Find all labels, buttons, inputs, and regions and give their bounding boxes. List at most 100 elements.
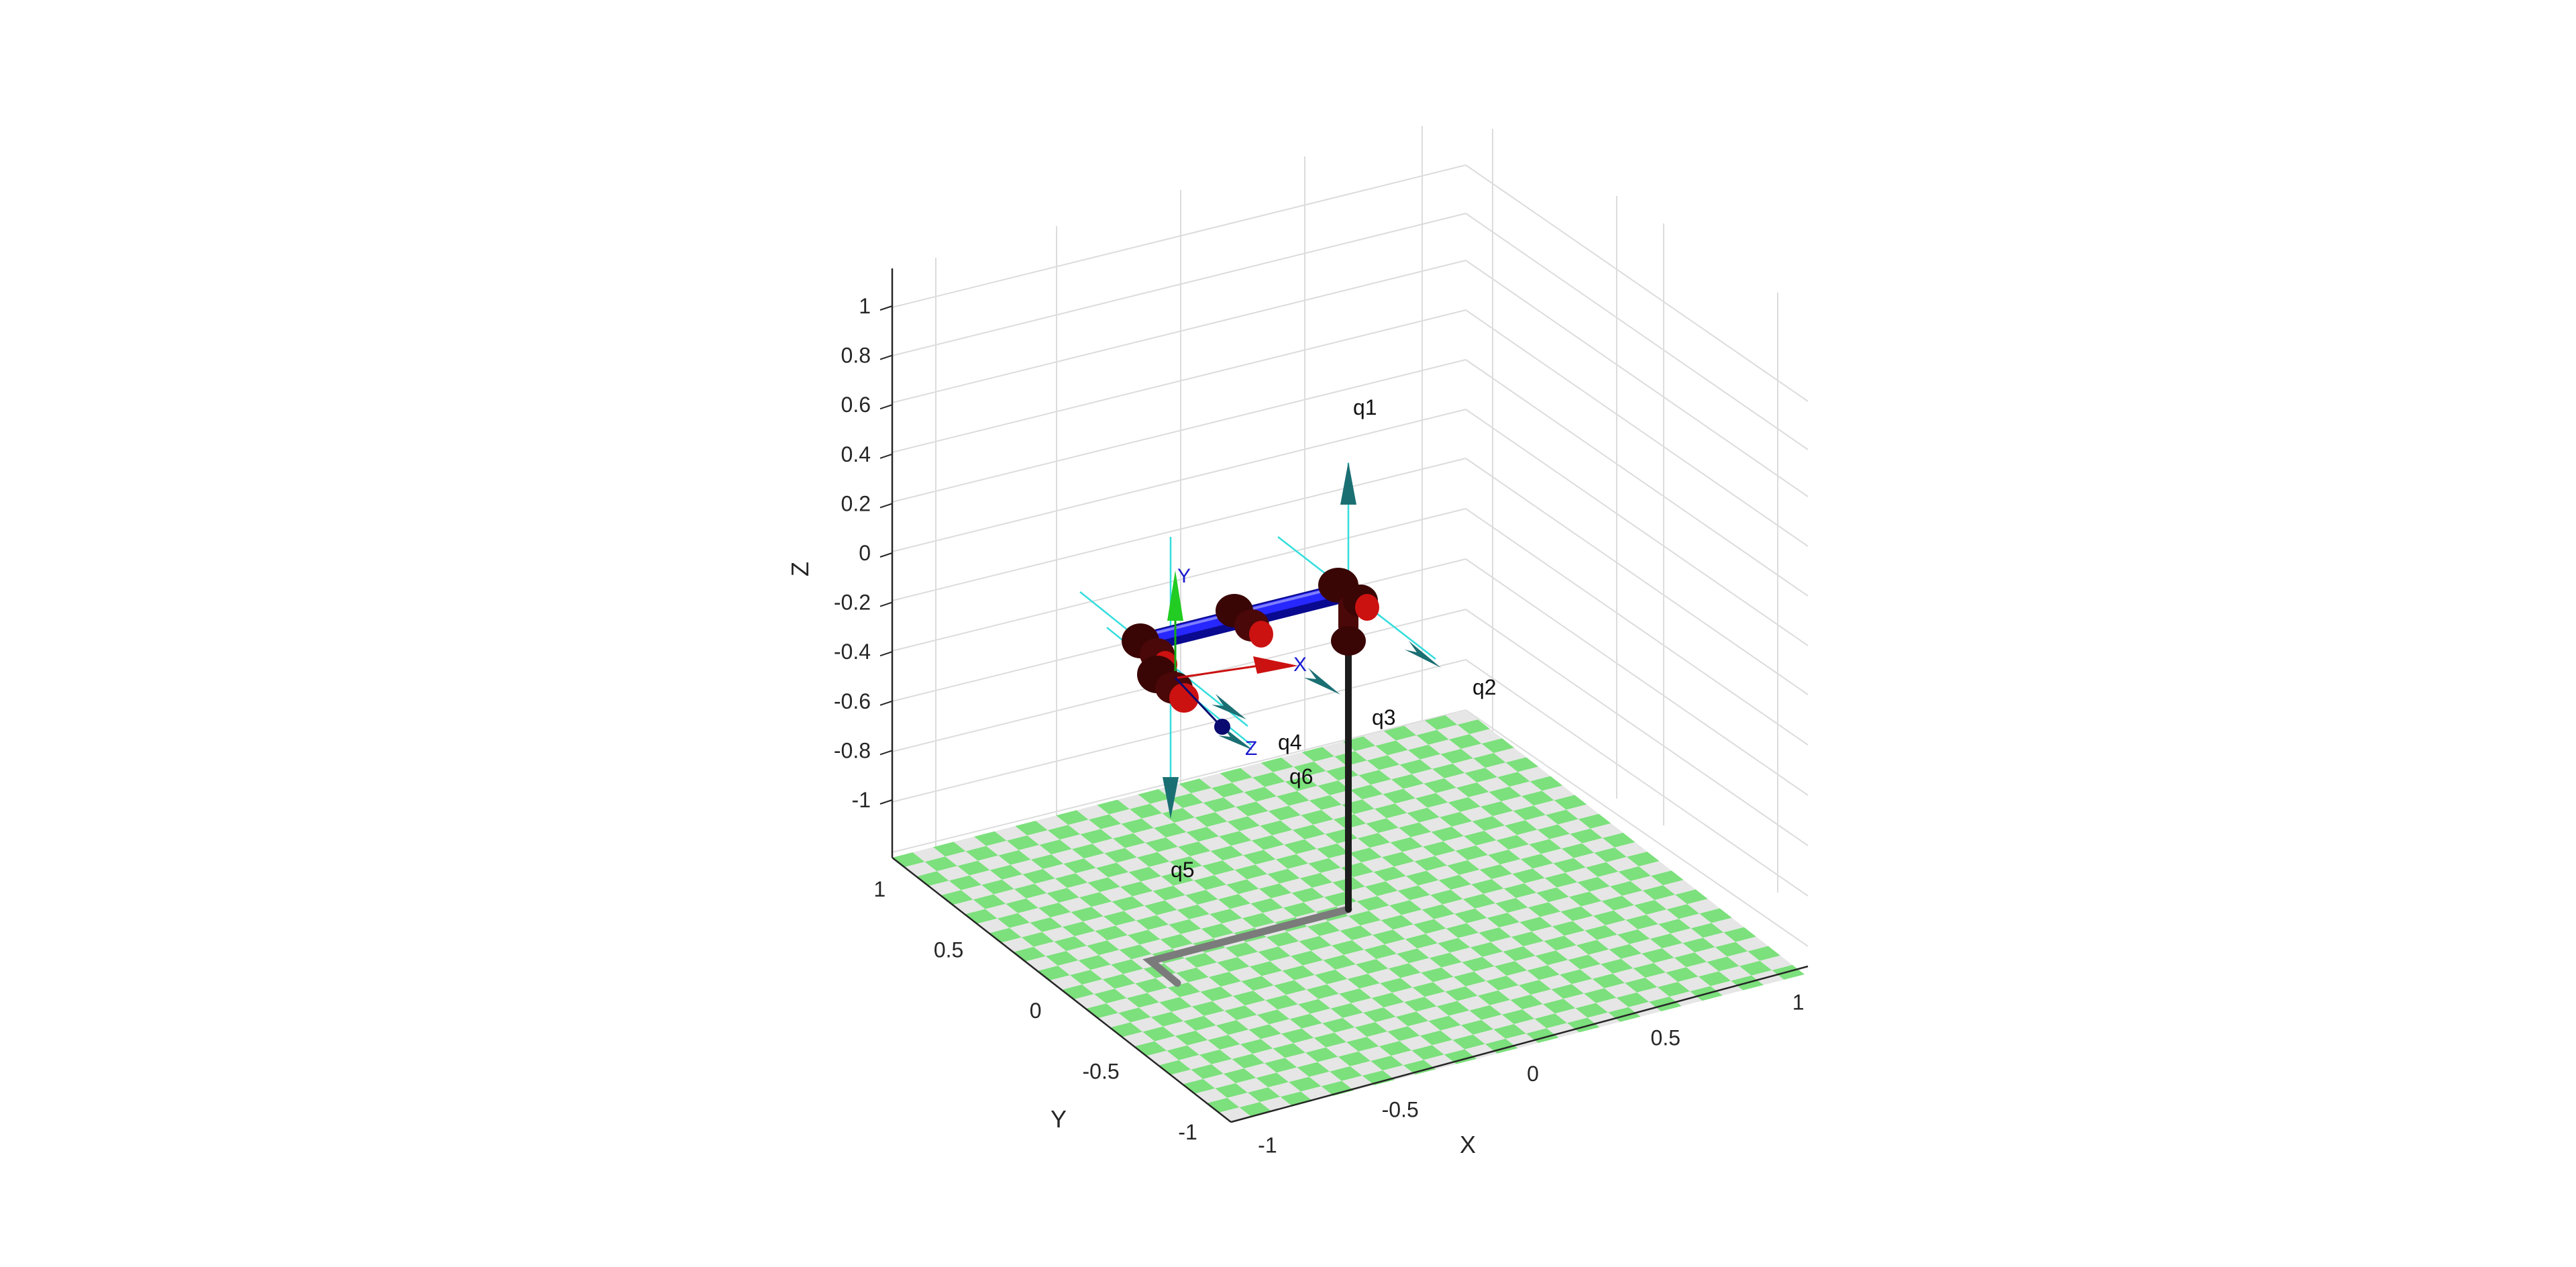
joint-q2 <box>1318 568 1379 656</box>
floor-tile <box>1455 845 1489 860</box>
z-tick-mark <box>879 651 893 657</box>
floor-tile <box>1551 984 1585 999</box>
floor-tile <box>1326 1042 1359 1057</box>
floor-tile <box>1268 805 1301 821</box>
floor-tile <box>1515 893 1549 908</box>
floor-tile <box>1302 960 1336 975</box>
floor-tile <box>1039 840 1072 855</box>
floor-tile <box>1298 999 1331 1014</box>
floor-tile <box>1485 762 1518 778</box>
floor-tile <box>1627 852 1660 866</box>
floor-tile <box>1411 1045 1444 1060</box>
floor-tile <box>1220 981 1254 997</box>
floor-tile <box>1452 821 1485 836</box>
floor-tile <box>1657 982 1690 997</box>
floor-tile <box>1472 1029 1506 1044</box>
floor-tile <box>1385 939 1417 954</box>
floor-tile <box>1419 1030 1453 1046</box>
floor-tile <box>969 870 1002 885</box>
floor-tile <box>1470 942 1503 957</box>
floor-tile <box>1076 805 1110 820</box>
floor-tile <box>1046 888 1079 903</box>
floor-tile <box>1207 821 1240 837</box>
floor-tile <box>1159 997 1192 1012</box>
floor-tile <box>1200 986 1233 1001</box>
x-tick-label: -1 <box>1258 1133 1277 1158</box>
floor-tile <box>1594 847 1627 862</box>
floor-tile <box>1495 898 1528 913</box>
floor-tile <box>1350 1061 1383 1076</box>
floor-tile <box>1108 872 1141 887</box>
floor-tile <box>1271 893 1304 908</box>
floor-tile <box>1313 1032 1347 1048</box>
floor-tile <box>981 879 1014 895</box>
floor-tile <box>1433 976 1466 992</box>
floor-tile <box>1513 1019 1547 1034</box>
floor-tile <box>1091 901 1124 917</box>
floor-tile <box>1261 970 1295 986</box>
floor-tile <box>1154 822 1187 838</box>
floor-tile <box>949 875 982 891</box>
floor-tile <box>1227 1093 1260 1108</box>
floor-tile <box>1577 876 1610 892</box>
floor-tile <box>1267 868 1300 884</box>
floor-tile <box>1703 932 1736 948</box>
floor-tile <box>1208 972 1242 987</box>
floor-tile <box>1112 896 1145 911</box>
floor-tile <box>1243 850 1276 865</box>
floor-tile <box>1250 898 1283 913</box>
floor-tile <box>1432 763 1465 778</box>
floor-tile <box>974 831 1007 846</box>
tool-y-arrow-icon <box>1167 570 1183 621</box>
floor-tile <box>1121 818 1154 833</box>
z-tick-label: 0.2 <box>841 491 871 515</box>
floor-tile <box>1268 1082 1301 1097</box>
floor-tile <box>1570 828 1603 844</box>
floor-tile <box>953 836 987 852</box>
floor-tile <box>1057 960 1091 976</box>
floor-tile <box>1074 931 1108 946</box>
floor-tile <box>1315 969 1348 984</box>
floor-tile <box>1136 915 1169 930</box>
floor-tile <box>961 884 994 900</box>
floor-tile <box>1251 835 1285 850</box>
floor-tile <box>1102 974 1136 989</box>
floor-tile <box>1099 950 1132 965</box>
floor-tile <box>1459 869 1492 884</box>
floor-tile <box>1138 1002 1172 1017</box>
floor-tile <box>1487 913 1520 927</box>
floor-tile <box>1379 1041 1412 1056</box>
floor-tile <box>1511 931 1544 947</box>
floor-tile <box>1246 937 1279 952</box>
floor-tile <box>1132 891 1165 906</box>
floor-tile <box>1311 882 1345 897</box>
floor-tile <box>1163 1021 1196 1036</box>
floor-tile <box>1419 817 1452 832</box>
floor-tile <box>1405 933 1438 949</box>
floor-tile <box>1313 819 1346 834</box>
floor-tile <box>1260 820 1293 835</box>
floor-tile <box>1513 805 1546 821</box>
floor-tile <box>1175 1030 1208 1046</box>
floor-tile <box>1553 858 1586 873</box>
floor-tile <box>1448 797 1481 812</box>
floor-tile <box>1217 957 1250 972</box>
floor-tile <box>1148 924 1181 940</box>
floor-tile <box>1515 956 1548 971</box>
floor-tile <box>1347 974 1381 989</box>
floor-tile <box>1477 777 1510 793</box>
floor-tile <box>1297 785 1330 801</box>
floor-tile <box>985 903 1018 919</box>
floor-tile <box>1055 873 1088 889</box>
floor-tile <box>1555 1008 1588 1023</box>
floor-tile <box>1198 836 1232 852</box>
floor-tile <box>1409 895 1443 910</box>
floor-tile <box>1293 761 1326 776</box>
floor-tile <box>1446 923 1479 938</box>
floor-tile <box>1444 1049 1477 1064</box>
floor-tile <box>1638 924 1671 939</box>
floor-tile <box>957 860 990 876</box>
floor-tile <box>1552 921 1585 936</box>
floor-tile <box>1234 864 1268 880</box>
floor-tile <box>1436 1001 1470 1016</box>
